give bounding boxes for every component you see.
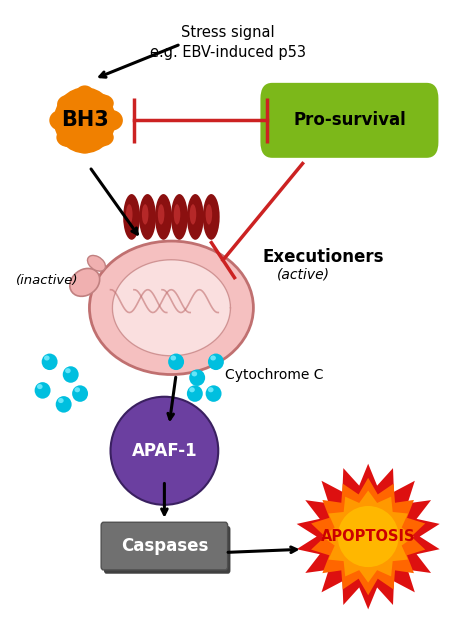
Ellipse shape [190,204,196,224]
Ellipse shape [337,506,399,567]
Text: Cytochrome C: Cytochrome C [225,367,324,381]
Ellipse shape [90,94,114,112]
Ellipse shape [158,204,164,224]
Ellipse shape [174,204,180,224]
Polygon shape [311,478,425,595]
Ellipse shape [142,204,148,224]
Ellipse shape [88,255,105,271]
Ellipse shape [208,354,224,370]
Ellipse shape [187,385,203,402]
Ellipse shape [56,396,72,413]
Ellipse shape [208,387,214,392]
Text: Pro-survival: Pro-survival [293,112,406,129]
Ellipse shape [206,204,212,224]
Ellipse shape [203,194,219,240]
Ellipse shape [210,356,216,360]
Text: Executioners: Executioners [263,248,384,266]
Text: BH3: BH3 [61,110,109,130]
Text: Caspases: Caspases [121,537,208,555]
Ellipse shape [90,128,114,147]
FancyBboxPatch shape [260,83,438,158]
FancyBboxPatch shape [104,526,230,574]
Ellipse shape [171,356,176,360]
Ellipse shape [123,194,140,240]
Ellipse shape [57,95,80,113]
Ellipse shape [63,366,79,383]
Text: (inactive): (inactive) [16,274,79,287]
Ellipse shape [206,385,221,402]
Ellipse shape [74,387,80,392]
Text: APOPTOSIS: APOPTOSIS [321,529,415,544]
Ellipse shape [90,241,254,374]
Ellipse shape [168,354,184,370]
Ellipse shape [189,369,205,386]
Ellipse shape [44,356,50,360]
Ellipse shape [171,194,188,240]
Ellipse shape [155,194,172,240]
Ellipse shape [35,382,51,399]
Ellipse shape [191,371,197,376]
Ellipse shape [74,133,95,153]
Ellipse shape [100,110,123,131]
Ellipse shape [74,85,95,107]
Text: APAF-1: APAF-1 [132,442,197,460]
Polygon shape [297,463,440,610]
Ellipse shape [110,397,218,505]
Ellipse shape [65,368,71,373]
Text: Stress signal
e.g. EBV-induced p53: Stress signal e.g. EBV-induced p53 [150,25,306,60]
Ellipse shape [70,269,100,296]
Ellipse shape [37,384,43,389]
Ellipse shape [189,387,195,392]
Ellipse shape [42,354,57,370]
Text: (active): (active) [277,268,330,282]
Ellipse shape [187,194,204,240]
Ellipse shape [139,194,156,240]
Ellipse shape [72,385,88,402]
Polygon shape [112,260,230,356]
Ellipse shape [49,110,72,131]
Ellipse shape [126,204,133,224]
Ellipse shape [58,398,64,403]
Ellipse shape [54,87,116,153]
FancyBboxPatch shape [101,522,228,570]
Polygon shape [322,490,414,583]
Ellipse shape [56,128,79,147]
